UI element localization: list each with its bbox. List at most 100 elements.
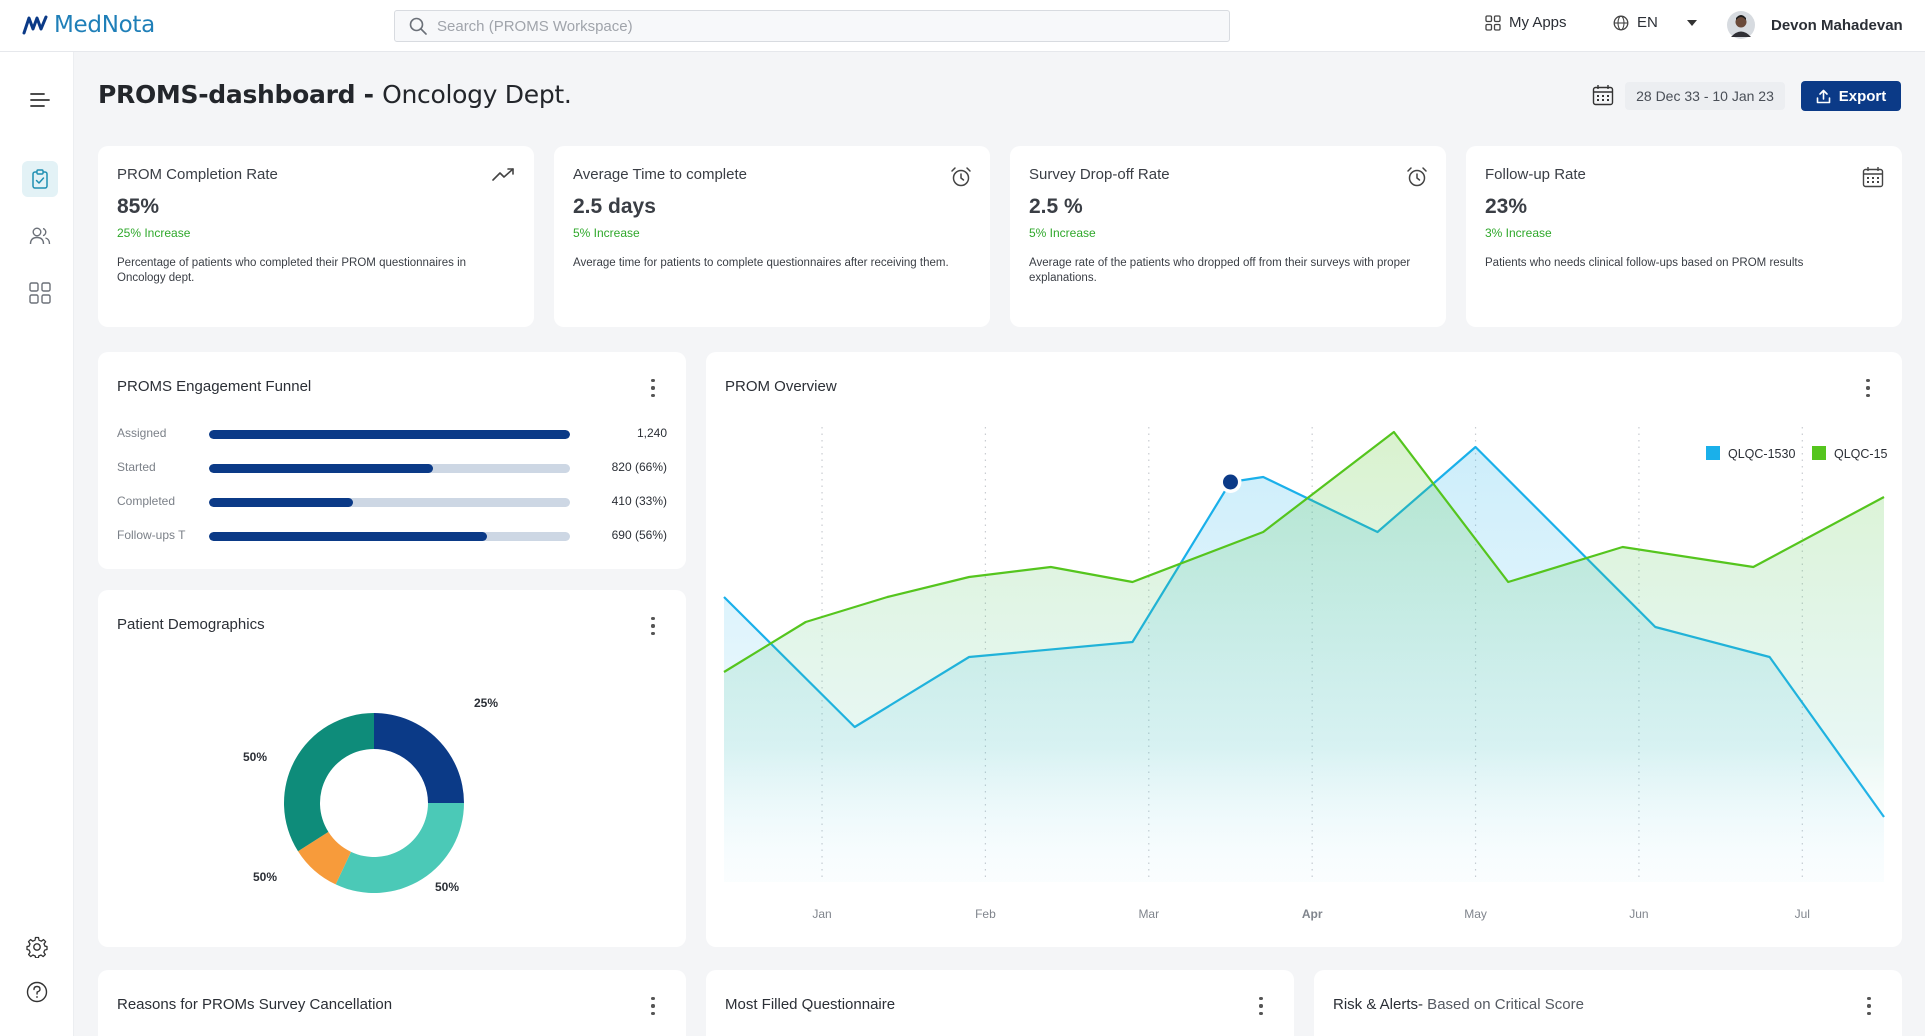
demographics-donut-chart <box>284 713 464 893</box>
kpi-card-followup: Follow-up Rate 23% 3% Increase Patients … <box>1466 146 1902 327</box>
menu-toggle-button[interactable] <box>22 82 58 118</box>
donut-segment-darkteal <box>284 713 374 852</box>
kpi-title: PROM Completion Rate <box>117 166 278 183</box>
card-title: PROMS Engagement Funnel <box>117 378 312 395</box>
search-input[interactable] <box>437 17 1197 35</box>
sidebar-item-apps[interactable] <box>22 275 58 311</box>
calendar-icon <box>1862 167 1884 188</box>
card-menu-button[interactable] <box>643 378 663 398</box>
user-name: Devon Mahadevan <box>1771 16 1903 34</box>
card-menu-button[interactable] <box>1251 996 1271 1016</box>
user-menu[interactable]: Devon Mahadevan <box>1727 11 1903 39</box>
donut-label: 50% <box>435 880 460 894</box>
kpi-value: 2.5 % <box>1029 195 1083 218</box>
funnel-bar-fill <box>209 532 487 541</box>
trend-up-icon <box>492 168 514 181</box>
x-tick-label: Mar <box>1138 907 1159 921</box>
dashboard-grid-icon <box>29 282 51 304</box>
risk-alerts-card: Risk & Alerts- Based on Critical Score <box>1314 970 1902 1036</box>
funnel-row: Follow-ups T 690 (56%) <box>117 526 667 546</box>
funnel-label: Follow-ups T <box>117 528 186 542</box>
x-tick-label: Apr <box>1302 907 1323 921</box>
risk-title: Risk & Alerts- <box>1333 996 1424 1013</box>
engagement-funnel-card: PROMS Engagement Funnel Assigned 1,240 S… <box>98 352 686 569</box>
legend-swatch <box>1706 446 1720 460</box>
card-title: Reasons for PROMs Survey Cancellation <box>117 996 393 1013</box>
donut-label: 50% <box>253 870 278 884</box>
cancellation-reasons-card: Reasons for PROMs Survey Cancellation <box>98 970 686 1036</box>
chevron-down-icon <box>1686 19 1697 26</box>
x-tick-label: Jan <box>812 907 831 921</box>
donut-segment-navy <box>374 713 464 803</box>
hover-marker[interactable] <box>1222 474 1238 490</box>
x-tick-label: May <box>1464 907 1487 921</box>
funnel-label: Completed <box>117 494 176 508</box>
funnel-row: Assigned 1,240 <box>117 424 667 444</box>
series-line-QLQC-15 <box>723 430 1885 673</box>
card-menu-button[interactable] <box>1859 996 1879 1016</box>
language-selector[interactable]: EN <box>1613 14 1698 31</box>
donut-label: 25% <box>474 696 499 710</box>
patient-demographics-card: Patient Demographics 25% 50% 50% 50% <box>98 590 686 947</box>
sidebar <box>0 52 74 1036</box>
globe-icon <box>1613 15 1629 30</box>
kpi-description: Average time for patients to complete qu… <box>573 257 949 269</box>
apps-grid-icon <box>1485 14 1501 31</box>
search-icon <box>409 17 427 35</box>
card-title: Patient Demographics <box>117 616 265 633</box>
my-apps-label: My Apps <box>1509 14 1567 31</box>
export-label: Export <box>1838 87 1887 105</box>
funnel-bar-track <box>209 430 570 439</box>
mednota-logo-icon <box>22 15 48 35</box>
kpi-title: Survey Drop-off Rate <box>1029 166 1170 183</box>
x-tick-label: Jun <box>1629 907 1648 921</box>
date-range-picker[interactable]: 28 Dec 33 - 10 Jan 23 <box>1625 82 1785 110</box>
top-bar: MedNota My Apps EN <box>0 0 1925 52</box>
sidebar-item-patients[interactable] <box>22 218 58 254</box>
kpi-card-dropoff: Survey Drop-off Rate 2.5 % 5% Increase A… <box>1010 146 1446 327</box>
card-menu-button[interactable] <box>643 996 663 1016</box>
kpi-description: Average rate of the patients who dropped… <box>1029 257 1411 284</box>
kpi-title: Average Time to complete <box>573 166 747 183</box>
calendar-icon[interactable] <box>1592 84 1614 106</box>
upload-icon <box>1816 89 1831 103</box>
funnel-row: Started 820 (66%) <box>117 458 667 478</box>
card-title: Most Filled Questionnaire <box>725 996 896 1013</box>
funnel-bar-track <box>209 532 570 541</box>
page-title-dept: Oncology Dept. <box>382 80 572 109</box>
kpi-delta: 3% Increase <box>1485 226 1552 240</box>
legend-swatch <box>1812 446 1826 460</box>
funnel-value: 820 (66%) <box>611 460 667 474</box>
kpi-delta: 5% Increase <box>1029 226 1096 240</box>
card-title: PROM Overview <box>725 378 837 395</box>
clipboard-check-icon <box>32 169 48 189</box>
card-menu-button[interactable] <box>643 616 663 636</box>
sidebar-item-help[interactable] <box>19 974 55 1010</box>
series-area-QLQC-15 <box>724 432 1884 882</box>
export-button[interactable]: Export <box>1801 81 1901 111</box>
legend-label: QLQC-15 <box>1834 447 1888 461</box>
users-icon <box>29 227 51 245</box>
kpi-description: Percentage of patients who completed the… <box>117 257 467 284</box>
kpi-card-avg-time: Average Time to complete 2.5 days 5% Inc… <box>554 146 990 327</box>
language-label: EN <box>1637 14 1658 31</box>
funnel-bar-track <box>209 464 570 473</box>
app-logo[interactable]: MedNota <box>22 12 155 38</box>
alarm-clock-icon <box>1407 167 1427 187</box>
funnel-label: Started <box>117 460 156 474</box>
card-title: Risk & Alerts- Based on Critical Score <box>1333 996 1584 1013</box>
sidebar-item-settings[interactable] <box>19 929 55 965</box>
donut-segment-orange <box>298 831 352 885</box>
funnel-bar-fill <box>209 498 354 507</box>
gear-icon <box>26 936 48 958</box>
x-tick-label: Jul <box>1795 907 1810 921</box>
kpi-value: 85% <box>117 195 160 218</box>
sidebar-item-proms[interactable] <box>22 161 58 197</box>
funnel-bar-fill <box>209 430 570 439</box>
my-apps-button[interactable]: My Apps <box>1485 14 1567 31</box>
search-bar[interactable] <box>394 10 1230 42</box>
card-menu-button[interactable] <box>1858 378 1878 398</box>
funnel-label: Assigned <box>117 426 167 440</box>
funnel-value: 690 (56%) <box>611 528 667 542</box>
funnel-value: 1,240 <box>636 426 667 440</box>
